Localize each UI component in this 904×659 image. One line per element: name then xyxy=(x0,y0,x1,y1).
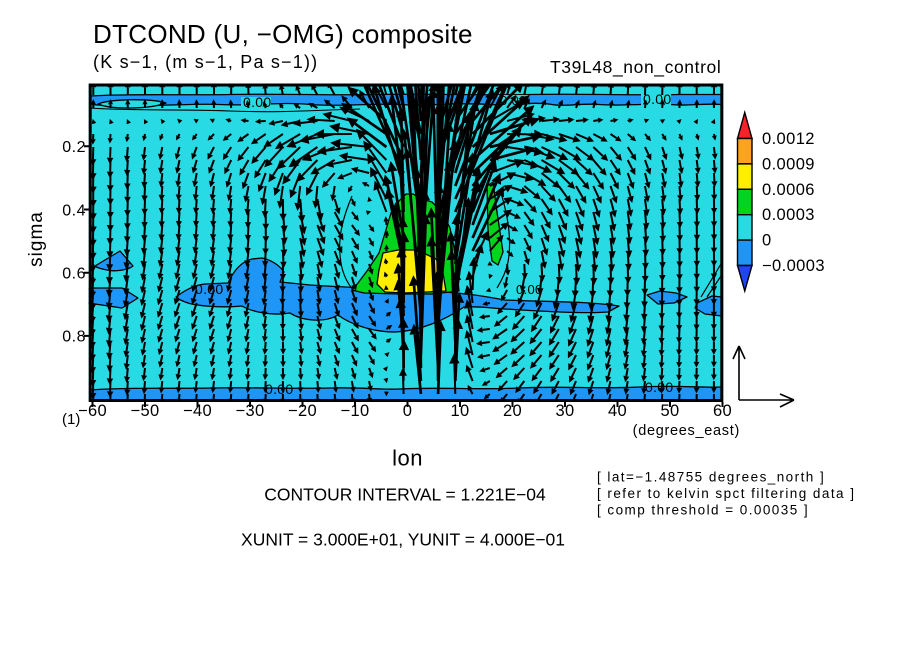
svg-text:0.4: 0.4 xyxy=(62,202,86,219)
svg-text:−30: −30 xyxy=(236,402,265,420)
svg-text:0.8: 0.8 xyxy=(62,329,86,346)
svg-text:0.00: 0.00 xyxy=(195,281,223,297)
svg-text:sigma: sigma xyxy=(26,211,47,267)
svg-text:60: 60 xyxy=(713,402,732,420)
svg-text:DTCOND (U, −OMG) composite: DTCOND (U, −OMG) composite xyxy=(93,19,473,49)
svg-text:−20: −20 xyxy=(288,402,317,420)
svg-text:40: 40 xyxy=(608,402,627,420)
svg-text:20: 20 xyxy=(503,402,522,420)
svg-text:(degrees_east): (degrees_east) xyxy=(633,423,740,439)
svg-text:lon: lon xyxy=(392,446,423,471)
svg-text:[ refer to kelvin spct filteri: [ refer to kelvin spct filtering data ] xyxy=(597,486,855,501)
svg-text:T39L48_non_control: T39L48_non_control xyxy=(550,57,721,78)
svg-text:[ lat=−1.48755 degrees_north ]: [ lat=−1.48755 degrees_north ] xyxy=(597,470,825,485)
svg-text:−10: −10 xyxy=(341,402,370,420)
svg-text:CONTOUR INTERVAL = 1.221E−04: CONTOUR INTERVAL = 1.221E−04 xyxy=(264,485,546,505)
svg-text:(1): (1) xyxy=(62,411,80,428)
svg-text:0.0009: 0.0009 xyxy=(762,155,815,173)
svg-text:−50: −50 xyxy=(131,402,160,420)
svg-text:0.6: 0.6 xyxy=(62,266,86,283)
svg-text:0.0006: 0.0006 xyxy=(762,181,815,199)
svg-text:0.0012: 0.0012 xyxy=(762,130,815,148)
svg-text:[ comp threshold = 0.00035 ]: [ comp threshold = 0.00035 ] xyxy=(597,503,809,518)
svg-text:0: 0 xyxy=(403,402,412,420)
svg-text:10: 10 xyxy=(451,402,470,420)
svg-text:30: 30 xyxy=(556,402,575,420)
svg-text:XUNIT = 3.000E+01, YUNIT = 4.0: XUNIT = 3.000E+01, YUNIT = 4.000E−01 xyxy=(241,530,565,550)
svg-text:0.00: 0.00 xyxy=(265,381,293,397)
svg-text:50: 50 xyxy=(661,402,680,420)
svg-text:−60: −60 xyxy=(78,402,107,420)
svg-text:0.2: 0.2 xyxy=(62,139,86,156)
svg-text:−0.0003: −0.0003 xyxy=(762,257,825,275)
svg-text:0.0003: 0.0003 xyxy=(762,206,815,224)
svg-text:0.00: 0.00 xyxy=(645,379,673,395)
svg-text:(K s−1, (m s−1, Pa s−1)): (K s−1, (m s−1, Pa s−1)) xyxy=(93,52,318,72)
svg-text:0: 0 xyxy=(762,232,772,250)
svg-text:−40: −40 xyxy=(183,402,212,420)
